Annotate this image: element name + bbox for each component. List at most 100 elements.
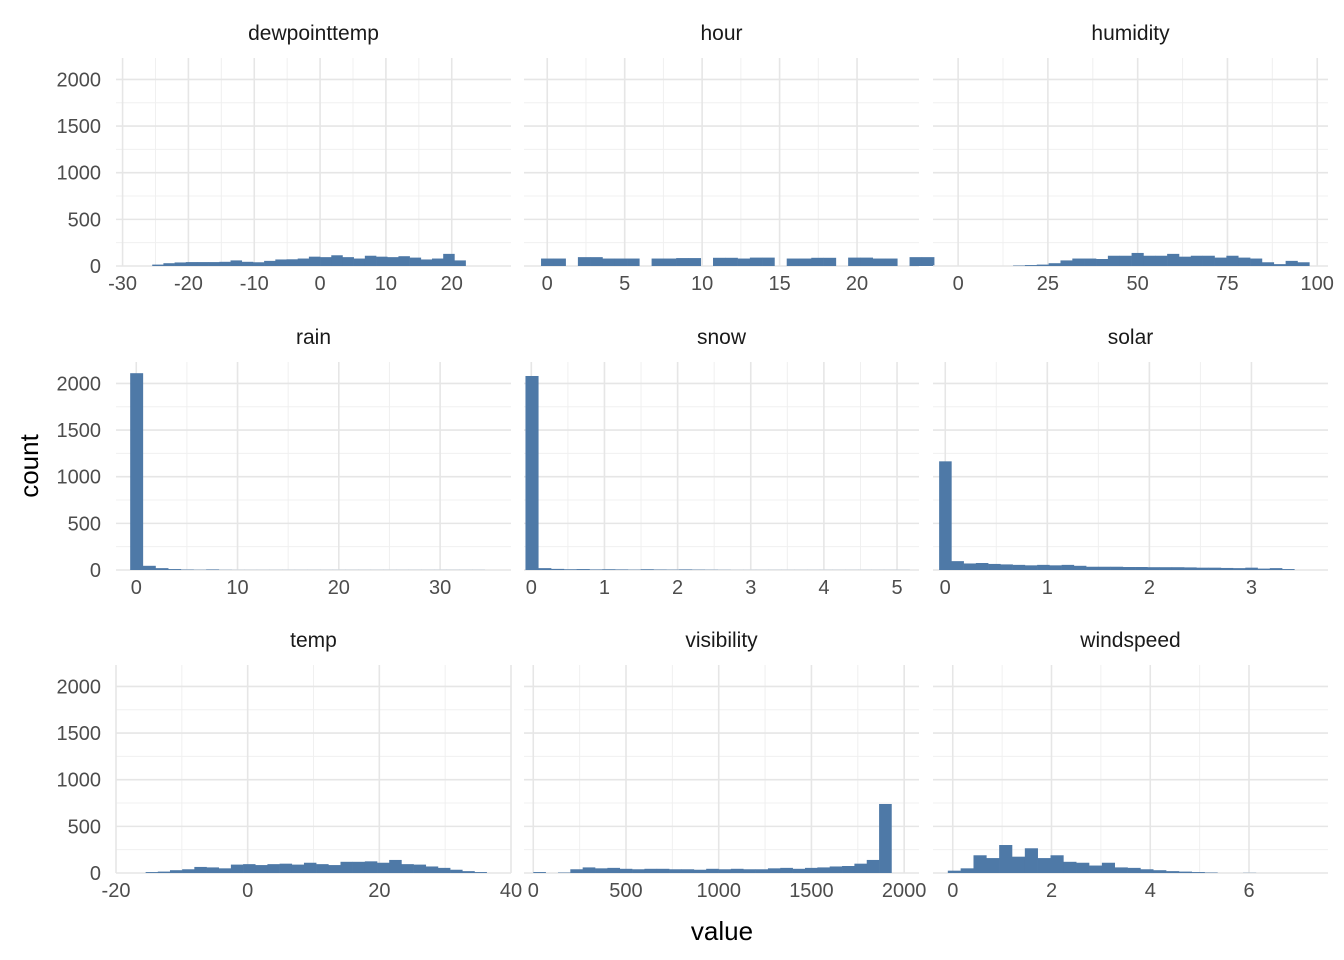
histogram-bar bbox=[538, 568, 552, 570]
histogram-bar bbox=[602, 569, 616, 570]
histogram-bar bbox=[577, 257, 591, 266]
histogram-bar bbox=[196, 262, 209, 266]
histogram-bar bbox=[1147, 567, 1160, 570]
histogram-bar bbox=[185, 262, 198, 266]
histogram-bar bbox=[1214, 257, 1227, 266]
histogram-bar bbox=[1285, 260, 1298, 266]
x-tick-label: 6 bbox=[1243, 880, 1254, 902]
histogram-bar bbox=[387, 257, 399, 266]
histogram-bar bbox=[541, 258, 554, 266]
histogram-bar bbox=[275, 259, 287, 266]
histogram-bar bbox=[1226, 255, 1239, 266]
histogram-bar bbox=[398, 256, 410, 266]
histogram-bar bbox=[1135, 567, 1148, 570]
facet-strip-label: windspeed bbox=[1079, 629, 1180, 652]
y-tick-label: 1000 bbox=[57, 467, 102, 489]
histogram-bar bbox=[1060, 260, 1073, 266]
y-tick-label: 500 bbox=[68, 209, 101, 231]
histogram-bar bbox=[219, 261, 231, 266]
histogram-bar bbox=[1072, 258, 1085, 266]
histogram-bar bbox=[1084, 258, 1097, 266]
histogram-bar bbox=[595, 868, 608, 873]
histogram-bar bbox=[1297, 262, 1310, 266]
histogram-bar bbox=[376, 256, 388, 266]
histogram-bar bbox=[145, 872, 159, 873]
histogram-bar bbox=[1153, 870, 1167, 873]
panel-humidity: humidity 0 25 50 75 100 bbox=[933, 22, 1334, 295]
histogram-bar bbox=[320, 257, 332, 266]
histogram-bar bbox=[551, 568, 565, 570]
histogram-bar bbox=[1114, 867, 1128, 873]
histogram-bar bbox=[1202, 255, 1215, 266]
histogram-bar bbox=[951, 561, 964, 570]
histogram-bar bbox=[163, 263, 175, 266]
histogram-bar bbox=[255, 865, 268, 873]
histogram-bar bbox=[291, 864, 305, 873]
histogram-bar bbox=[1037, 564, 1050, 570]
histogram-bar bbox=[377, 862, 390, 873]
histogram-bar bbox=[130, 373, 144, 570]
histogram-bar bbox=[999, 845, 1013, 873]
histogram-bar bbox=[1208, 567, 1222, 570]
histogram-bar bbox=[425, 866, 439, 873]
histogram-bar bbox=[462, 871, 475, 873]
histogram-bar bbox=[1261, 262, 1275, 266]
x-tick-label: 0 bbox=[940, 577, 951, 599]
histogram-bar bbox=[1063, 861, 1077, 873]
histogram-bar bbox=[1245, 567, 1258, 570]
facet-panels: dewpointtemp-30 -20 -10 0 10 2005001000150020… bbox=[57, 22, 1334, 902]
histogram-bar bbox=[1250, 258, 1263, 266]
y-tick-label: 1000 bbox=[57, 770, 102, 792]
facet-strip-label: humidity bbox=[1091, 22, 1170, 45]
histogram-bar bbox=[206, 569, 220, 570]
histogram-bar bbox=[817, 867, 830, 873]
panel-rain: rain 0 10 20 30 0 500 1000 1500 2000 bbox=[57, 326, 511, 599]
histogram-bar bbox=[553, 258, 566, 266]
histogram-bar bbox=[963, 563, 977, 570]
histogram-bar bbox=[656, 868, 670, 873]
histogram-bar bbox=[328, 865, 341, 873]
histogram-bar bbox=[241, 261, 254, 266]
x-tick-label: 0 bbox=[528, 880, 539, 902]
histogram-bar bbox=[1119, 255, 1132, 266]
histogram-bar bbox=[297, 258, 310, 266]
histogram-bar bbox=[1089, 865, 1103, 873]
x-axis-title: value bbox=[691, 916, 753, 946]
y-tick-label: 2000 bbox=[57, 69, 102, 91]
x-tick-label: 3 bbox=[1246, 577, 1257, 599]
histogram-bar bbox=[681, 869, 695, 873]
y-tick-label: 0 bbox=[90, 863, 101, 885]
histogram-bar bbox=[401, 864, 414, 873]
x-tick-label: 50 bbox=[1127, 273, 1149, 295]
histogram-bar bbox=[364, 255, 377, 266]
histogram-bar bbox=[829, 866, 843, 873]
histogram-bar bbox=[1273, 264, 1286, 266]
histogram-bar bbox=[1127, 867, 1141, 873]
histogram-bar bbox=[860, 257, 873, 266]
y-tick-label: 500 bbox=[68, 816, 101, 838]
y-tick-label: 1500 bbox=[57, 420, 102, 442]
x-tick-label: 2 bbox=[672, 577, 683, 599]
histogram-bar bbox=[252, 262, 265, 266]
histogram-bar bbox=[230, 260, 243, 266]
histogram-bar bbox=[1012, 856, 1026, 873]
x-tick-label: 20 bbox=[368, 880, 390, 902]
x-tick-label: 25 bbox=[1037, 273, 1059, 295]
histogram-bar bbox=[988, 563, 1001, 570]
histogram-bar bbox=[279, 863, 293, 873]
histogram-bar bbox=[960, 868, 974, 873]
histogram-bar bbox=[342, 257, 354, 266]
histogram-bar bbox=[1159, 567, 1173, 570]
x-tick-label: 5 bbox=[619, 273, 630, 295]
panel-solar: solar 0 1 2 3 bbox=[933, 326, 1328, 599]
facet-strip-label: visibility bbox=[685, 629, 758, 652]
panel-windspeed: windspeed 0 2 4 6 bbox=[933, 629, 1328, 902]
histogram-bar bbox=[602, 258, 616, 266]
histogram-bar bbox=[218, 868, 232, 873]
x-tick-label: 1 bbox=[1042, 577, 1053, 599]
histogram-bar bbox=[986, 858, 1000, 873]
histogram-bar bbox=[1190, 255, 1203, 266]
histogram-bar bbox=[792, 868, 806, 873]
histogram-bar bbox=[619, 868, 633, 873]
histogram-bar bbox=[1140, 869, 1154, 873]
